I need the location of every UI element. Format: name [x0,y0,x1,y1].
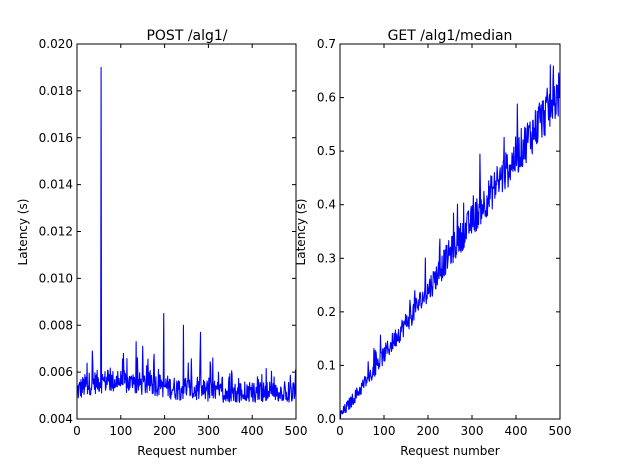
x-tick-label: 200 [153,424,176,438]
y-tick-label: 0.5 [317,144,336,158]
chart-title: POST /alg1/ [146,28,227,44]
x-tick-label: 100 [373,424,396,438]
y-tick-label: 0.6 [317,91,336,105]
x-axis-label: Request number [137,444,236,458]
x-tick-label: 500 [549,424,572,438]
y-axis-label: Latency (s) [16,199,30,266]
x-tick-label: 0 [73,424,81,438]
y-tick-label: 0.010 [39,271,73,285]
y-tick-label: 0.1 [317,358,336,372]
y-tick-label: 0.012 [39,225,73,239]
chart-title: GET /alg1/median [388,28,513,44]
x-tick-label: 500 [285,424,308,438]
y-tick-label: 0.020 [39,37,73,51]
y-axis-ticks: 0.0 0.1 0.2 0.3 0.4 0.5 0.6 0.7 [317,37,560,426]
x-tick-label: 0 [336,424,344,438]
plot-frame [76,43,297,420]
x-tick-label: 400 [241,424,264,438]
x-tick-label: 100 [109,424,132,438]
plot-frame [339,43,561,420]
y-tick-label: 0.004 [39,412,73,426]
y-axis-ticks: 0.004 0.006 0.008 0.010 0.012 0.014 0.016 0.018… [39,37,296,426]
chart-post-alg1: POST /alg1/ Latency (s) Request number 0… [16,28,307,458]
latency-series-line [76,66,297,403]
x-axis-ticks: 0 100 200 300 400 500 [73,44,307,438]
x-tick-label: 400 [505,424,528,438]
x-tick-label: 300 [197,424,220,438]
y-tick-label: 0.016 [39,131,73,145]
x-axis-label: Request number [400,444,499,458]
chart-get-alg1-median: GET /alg1/median Latency (s) Request num… [294,28,571,458]
x-tick-label: 300 [461,424,484,438]
y-tick-label: 0.0 [317,412,336,426]
latency-series-line [339,64,561,419]
y-tick-label: 0.3 [317,251,336,265]
x-tick-label: 200 [417,424,440,438]
y-tick-label: 0.006 [39,365,73,379]
y-tick-label: 0.008 [39,318,73,332]
y-tick-label: 0.4 [317,198,336,212]
y-axis-label: Latency (s) [294,199,308,266]
y-tick-label: 0.2 [317,305,336,319]
y-tick-label: 0.018 [39,84,73,98]
y-tick-label: 0.7 [317,37,336,51]
x-axis-ticks: 0 100 200 300 400 500 [336,44,571,438]
y-tick-label: 0.014 [39,178,73,192]
